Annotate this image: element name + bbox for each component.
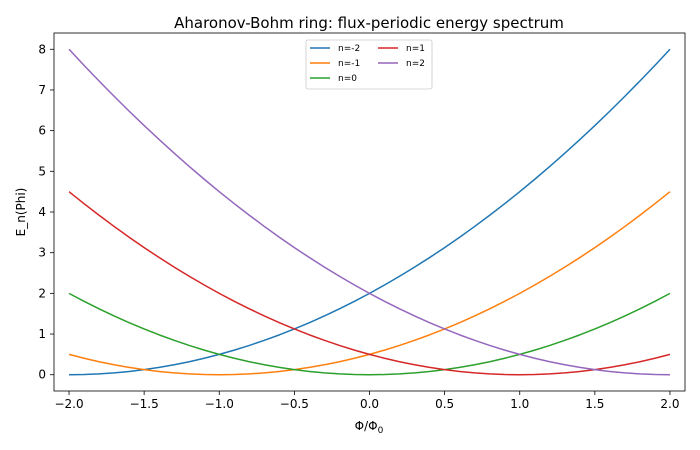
x-tick-label: 2.0 [660, 397, 679, 411]
x-axis-label-subscript: 0 [378, 426, 384, 436]
series-line-4 [68, 48, 670, 376]
legend-box [305, 39, 433, 90]
x-axis-label: Φ/Φ0 [355, 419, 384, 436]
x-tick-label: 1.0 [510, 397, 529, 411]
chart-title: Aharonov-Bohm ring: flux-periodic energy… [174, 14, 564, 32]
y-tick-label: 2 [38, 286, 46, 300]
x-tick-label: −2.0 [54, 397, 83, 411]
y-tick-label: 7 [38, 83, 46, 97]
legend-label-1: n=-1 [338, 59, 360, 69]
y-tick-label: 3 [38, 246, 46, 260]
x-tick-label: −0.5 [280, 397, 309, 411]
y-tick-label: 4 [38, 205, 46, 219]
legend-label-3: n=1 [406, 44, 425, 54]
legend: n=-2 n=-1 n=0 n=1 n=2 [305, 39, 433, 90]
y-axis-label: E_n(Phi) [14, 188, 28, 237]
x-tick-label: 0.0 [360, 397, 379, 411]
legend-label-0: n=-2 [338, 44, 360, 54]
x-axis-label-main: Φ/Φ [355, 419, 378, 433]
x-tick-label: −1.5 [130, 397, 159, 411]
legend-label-2: n=0 [338, 74, 357, 84]
y-tick-label: 0 [38, 368, 46, 382]
x-tick-label: 1.5 [585, 397, 604, 411]
y-axis: 0 1 2 3 4 5 6 7 8 [38, 42, 54, 382]
y-tick-label: 6 [38, 124, 46, 138]
x-tick-label: −1.0 [205, 397, 234, 411]
x-tick-label: 0.5 [435, 397, 454, 411]
legend-label-4: n=2 [406, 59, 425, 69]
series-layer [68, 48, 671, 376]
y-tick-label: 1 [38, 327, 46, 341]
series-line-3 [68, 191, 671, 376]
y-tick-label: 5 [38, 164, 46, 178]
y-tick-label: 8 [38, 42, 46, 56]
series-line-2 [68, 292, 671, 376]
x-axis: −2.0 −1.5 −1.0 −0.5 0.0 0.5 1.0 1.5 2.0 [54, 391, 680, 411]
